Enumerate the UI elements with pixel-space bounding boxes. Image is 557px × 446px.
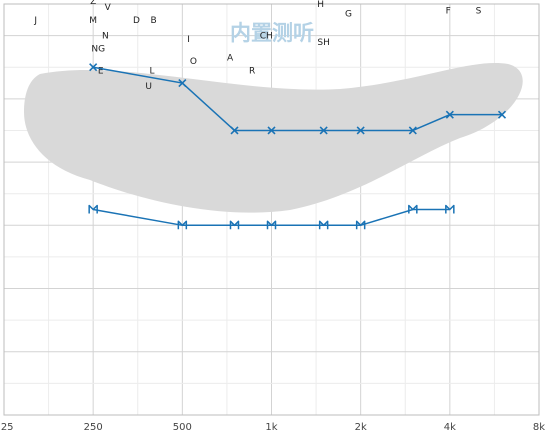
data-point-m <box>408 204 418 214</box>
data-point-m <box>88 204 98 214</box>
x-marker-stroke <box>497 110 507 119</box>
speech-sound-label: D <box>133 16 140 26</box>
speech-banana <box>24 63 523 213</box>
speech-sound-label: B <box>151 16 157 26</box>
x-tick-label: 125 <box>0 422 14 433</box>
speech-sound-label: E <box>98 66 104 76</box>
x-marker-stroke <box>445 110 454 119</box>
speech-sound-label: N <box>102 32 109 42</box>
speech-sound-label: A <box>227 54 234 64</box>
data-point-x <box>356 126 365 135</box>
series-lines <box>88 63 507 230</box>
x-marker-stroke <box>178 78 187 88</box>
x-marker-stroke <box>408 126 417 135</box>
speech-sound-label: S <box>476 6 482 16</box>
speech-sound-label: I <box>187 35 190 45</box>
data-point-x <box>89 63 98 72</box>
chart-title: 内置测听 <box>230 21 314 45</box>
speech-sound-label: NG <box>91 44 105 54</box>
x-marker-stroke <box>319 126 328 135</box>
x-axis-ticks: 125 250 500 1k 2k 4k 8k <box>0 422 545 433</box>
data-point-m <box>318 220 329 230</box>
speech-sound-labels: JZVMDBNNGELUIOARPHGCHSHKTTHFS <box>33 0 481 92</box>
x-tick-label: 1k <box>265 422 277 433</box>
data-point-m <box>445 204 455 214</box>
speech-sound-label: U <box>145 82 152 92</box>
x-tick-label: 250 <box>84 422 103 433</box>
data-point-x <box>497 110 507 119</box>
speech-sound-label: Z <box>90 0 96 7</box>
x-tick-label: 2k <box>355 422 367 433</box>
data-point-x <box>319 126 328 135</box>
speech-sound-label: SH <box>317 38 329 48</box>
data-point-m <box>355 220 366 230</box>
speech-sound-label: R <box>249 66 255 76</box>
x-marker-stroke <box>230 126 239 135</box>
speech-sound-label: J <box>33 16 37 26</box>
data-point-m <box>266 220 277 230</box>
plot-frame <box>3 3 540 416</box>
x-tick-label: 500 <box>173 422 192 433</box>
data-point-x <box>408 126 417 135</box>
data-point-x <box>178 78 187 88</box>
series-line-m <box>93 208 450 227</box>
speech-sound-label: L <box>150 66 155 76</box>
speech-sound-label: V <box>105 3 112 13</box>
x-marker-stroke <box>267 126 276 135</box>
speech-sound-label: CH <box>260 32 273 42</box>
x-marker-stroke <box>89 63 98 72</box>
speech-sound-label: O <box>190 57 197 67</box>
x-tick-label: 4k <box>444 422 456 433</box>
speech-sound-label: H <box>317 0 324 10</box>
x-marker-stroke <box>356 126 365 135</box>
speech-sound-label: M <box>89 16 97 26</box>
data-point-m <box>229 220 240 230</box>
data-point-x <box>230 126 239 135</box>
x-tick-label: 8k <box>533 422 545 433</box>
data-point-x <box>445 110 454 119</box>
data-point-m <box>177 220 188 230</box>
speech-sound-label: G <box>345 9 352 19</box>
data-point-x <box>267 126 276 135</box>
speech-sound-label: F <box>446 6 451 16</box>
